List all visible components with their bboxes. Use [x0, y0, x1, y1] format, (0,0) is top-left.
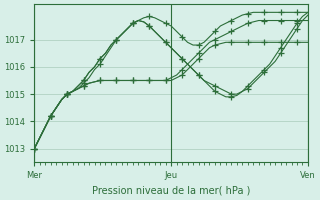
X-axis label: Pression niveau de la mer( hPa ): Pression niveau de la mer( hPa ) — [92, 186, 250, 196]
